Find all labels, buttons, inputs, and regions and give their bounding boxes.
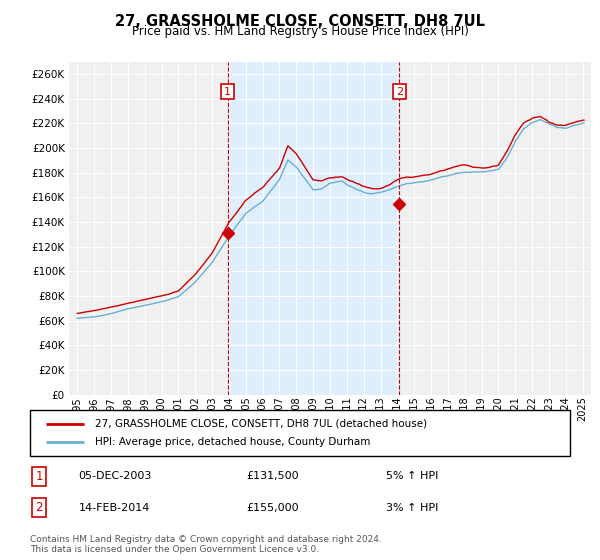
Text: £131,500: £131,500 bbox=[246, 471, 299, 481]
Text: 1: 1 bbox=[224, 87, 231, 96]
Text: Price paid vs. HM Land Registry's House Price Index (HPI): Price paid vs. HM Land Registry's House … bbox=[131, 25, 469, 38]
Text: 2: 2 bbox=[396, 87, 403, 96]
Text: 1: 1 bbox=[35, 470, 43, 483]
Text: 14-FEB-2014: 14-FEB-2014 bbox=[79, 503, 150, 512]
Text: 2: 2 bbox=[35, 501, 43, 514]
Bar bbox=[227, 62, 400, 395]
Text: 3% ↑ HPI: 3% ↑ HPI bbox=[386, 503, 439, 512]
Text: £155,000: £155,000 bbox=[246, 503, 299, 512]
Text: 05-DEC-2003: 05-DEC-2003 bbox=[79, 471, 152, 481]
Text: Contains HM Land Registry data © Crown copyright and database right 2024.
This d: Contains HM Land Registry data © Crown c… bbox=[30, 535, 382, 554]
Text: 27, GRASSHOLME CLOSE, CONSETT, DH8 7UL: 27, GRASSHOLME CLOSE, CONSETT, DH8 7UL bbox=[115, 14, 485, 29]
Text: 27, GRASSHOLME CLOSE, CONSETT, DH8 7UL (detached house): 27, GRASSHOLME CLOSE, CONSETT, DH8 7UL (… bbox=[95, 419, 427, 429]
Text: 5% ↑ HPI: 5% ↑ HPI bbox=[386, 471, 439, 481]
Text: HPI: Average price, detached house, County Durham: HPI: Average price, detached house, Coun… bbox=[95, 437, 370, 447]
